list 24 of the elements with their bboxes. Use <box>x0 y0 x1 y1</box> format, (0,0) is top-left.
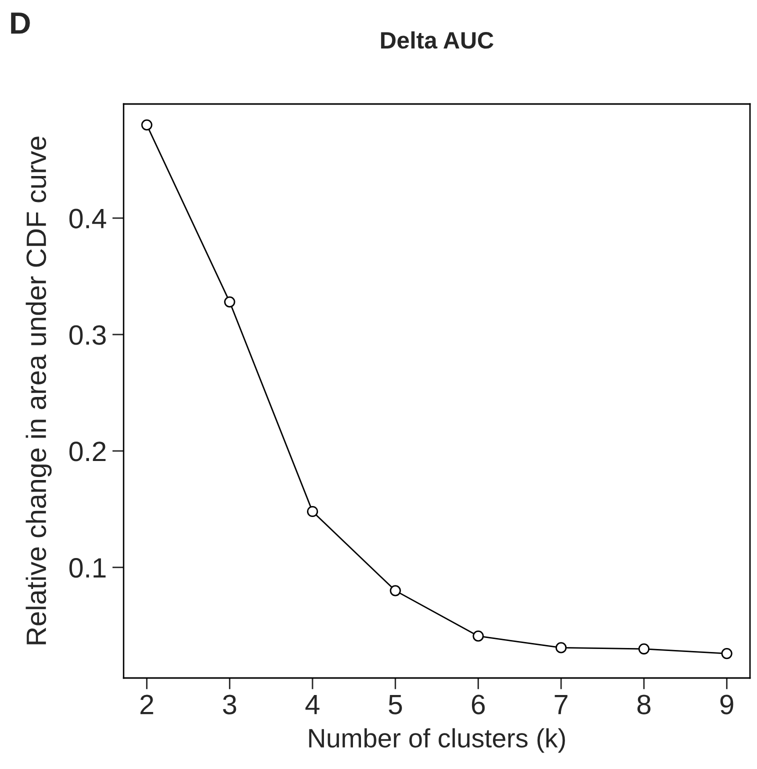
x-tick-label: 2 <box>140 694 154 714</box>
x-tick-label: 7 <box>554 694 568 714</box>
x-tick-label: 4 <box>305 694 320 714</box>
point <box>141 119 152 131</box>
point <box>556 642 567 654</box>
chart-title: Delta AUC <box>381 31 494 49</box>
point <box>306 506 318 518</box>
point <box>224 296 236 308</box>
point <box>638 643 650 654</box>
y-tick-label: 0.2 <box>69 442 106 462</box>
x-tick-label: 3 <box>222 694 236 714</box>
y-tick-label: 0.3 <box>69 325 106 345</box>
x-tick-label: 6 <box>472 694 485 714</box>
y-axis-title: Relative change in area under CDF curve <box>26 136 52 644</box>
x-tick-label: 5 <box>388 694 402 714</box>
point <box>390 585 401 596</box>
y-tick-label: 0.4 <box>69 208 106 228</box>
point <box>472 630 484 642</box>
x-tick-label: 8 <box>637 694 650 714</box>
x-axis-title: Number of clusters (k) <box>309 728 565 753</box>
x-tick-label: 9 <box>720 694 734 714</box>
y-tick-label: 0.1 <box>69 558 106 578</box>
point <box>721 648 732 660</box>
text: D <box>11 12 30 34</box>
